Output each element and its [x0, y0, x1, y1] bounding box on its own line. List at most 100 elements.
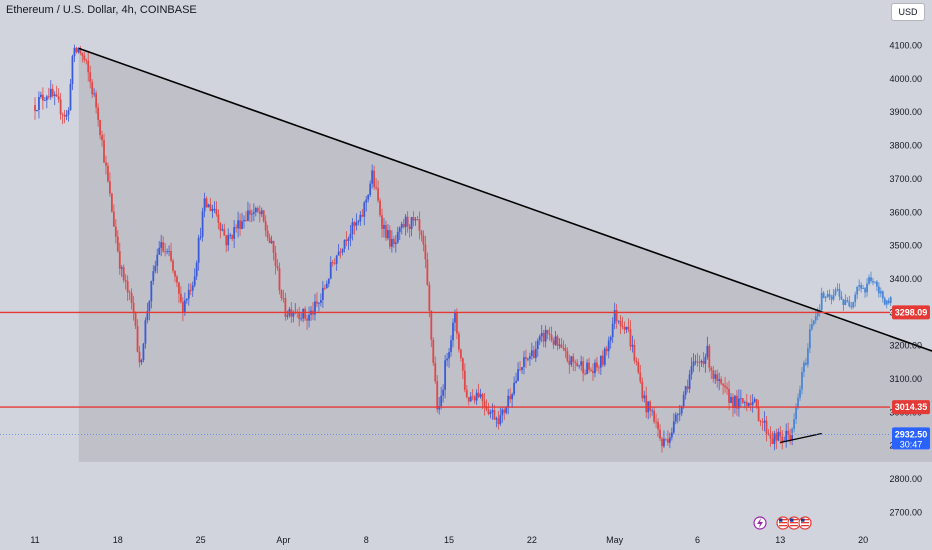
candle-body	[509, 395, 512, 400]
descending-trendline[interactable]	[78, 47, 932, 368]
candle-body	[528, 356, 531, 359]
candle-body	[256, 208, 259, 212]
support-trendline[interactable]	[780, 432, 822, 444]
candle-body	[390, 238, 393, 247]
candle-body	[331, 262, 334, 264]
candle-body	[739, 398, 742, 400]
projection-body	[889, 297, 892, 304]
candle-body	[34, 105, 36, 112]
candle-body	[363, 202, 366, 217]
candle-body	[373, 170, 376, 188]
us-flag-event-icon[interactable]	[776, 516, 790, 530]
candle-body	[641, 381, 644, 399]
candle-body	[341, 248, 344, 253]
candle-body	[199, 236, 202, 238]
time-axis[interactable]: 11 18 25 Apr 8 15 22 May 6 13 20	[30, 535, 868, 545]
projection-body	[801, 372, 803, 390]
candle-body	[69, 83, 72, 111]
candle-body	[130, 292, 133, 303]
candle-body	[138, 351, 141, 363]
event-icons[interactable]	[753, 516, 812, 530]
time-tick-label: 20	[858, 535, 868, 545]
projection-body	[858, 285, 861, 287]
us-flag-event-icon[interactable]	[787, 516, 801, 530]
currency-button[interactable]: USD	[891, 3, 925, 21]
candle-body	[181, 301, 184, 313]
candle-body	[233, 227, 236, 239]
candle-body	[590, 369, 592, 371]
candle-body	[753, 399, 756, 402]
candle-body	[298, 312, 301, 320]
candle-body	[418, 219, 421, 231]
candle-body	[676, 414, 679, 416]
candle-body	[491, 410, 494, 413]
candle-body	[235, 227, 238, 229]
candle-body	[716, 374, 719, 381]
price-tick-label: 4000.00	[889, 74, 922, 84]
candle-body	[250, 213, 253, 215]
candle-body	[426, 259, 429, 285]
projection-body	[816, 311, 819, 317]
projection-body	[812, 320, 815, 325]
candle-body	[128, 292, 131, 294]
projection-body	[803, 362, 805, 373]
candle-body	[237, 220, 239, 229]
candle-body	[357, 221, 360, 223]
candle-body	[41, 94, 44, 101]
candle-body	[745, 402, 748, 406]
projection-body	[879, 291, 882, 294]
candle-body	[83, 55, 86, 61]
candle-body	[270, 241, 273, 243]
projection-body	[874, 281, 876, 283]
candle-body	[440, 395, 443, 407]
projection-body	[866, 283, 868, 293]
candle-body	[562, 347, 565, 349]
candle-body	[392, 238, 395, 245]
candle-body	[572, 356, 575, 362]
projection-body	[856, 286, 859, 295]
candles	[34, 44, 794, 453]
candle-body	[260, 210, 263, 215]
candle-body	[497, 418, 500, 425]
time-axis-panel	[0, 530, 890, 550]
candle-body	[166, 251, 169, 253]
candle-body	[442, 389, 445, 396]
candle-body	[231, 234, 234, 239]
candle-body	[282, 298, 285, 299]
price-tick-label: 3100.00	[889, 374, 922, 384]
candle-body	[81, 53, 84, 56]
candle-body	[112, 211, 115, 227]
candle-body	[252, 212, 255, 214]
candle-body	[605, 348, 608, 352]
candle-body	[318, 302, 320, 304]
candle-body	[700, 360, 703, 363]
us-flag-event-icon[interactable]	[798, 516, 812, 530]
candle-body	[410, 217, 413, 230]
candle-body	[525, 357, 527, 360]
candle-body	[597, 367, 600, 369]
candle-body	[751, 401, 754, 405]
projection-body	[860, 285, 863, 289]
candle-body	[485, 406, 488, 410]
projection-body	[791, 428, 794, 434]
price-tick-label: 4100.00	[889, 41, 922, 51]
candle-body	[359, 214, 362, 222]
candle-body	[542, 332, 545, 342]
candle-body	[118, 251, 121, 269]
candle-body	[619, 320, 622, 327]
candle-body	[197, 237, 200, 263]
candle-body	[611, 323, 614, 338]
candle-body	[596, 362, 598, 368]
candle-body	[637, 361, 640, 373]
candle-body	[43, 100, 46, 101]
candle-body	[264, 221, 267, 231]
candle-body	[335, 255, 338, 264]
candle-body	[552, 340, 555, 345]
projection-body	[814, 316, 817, 321]
candle-body	[503, 409, 506, 413]
candle-body	[203, 198, 206, 212]
candle-body	[623, 326, 626, 330]
candle-body	[548, 333, 551, 336]
candle-body	[404, 216, 407, 227]
